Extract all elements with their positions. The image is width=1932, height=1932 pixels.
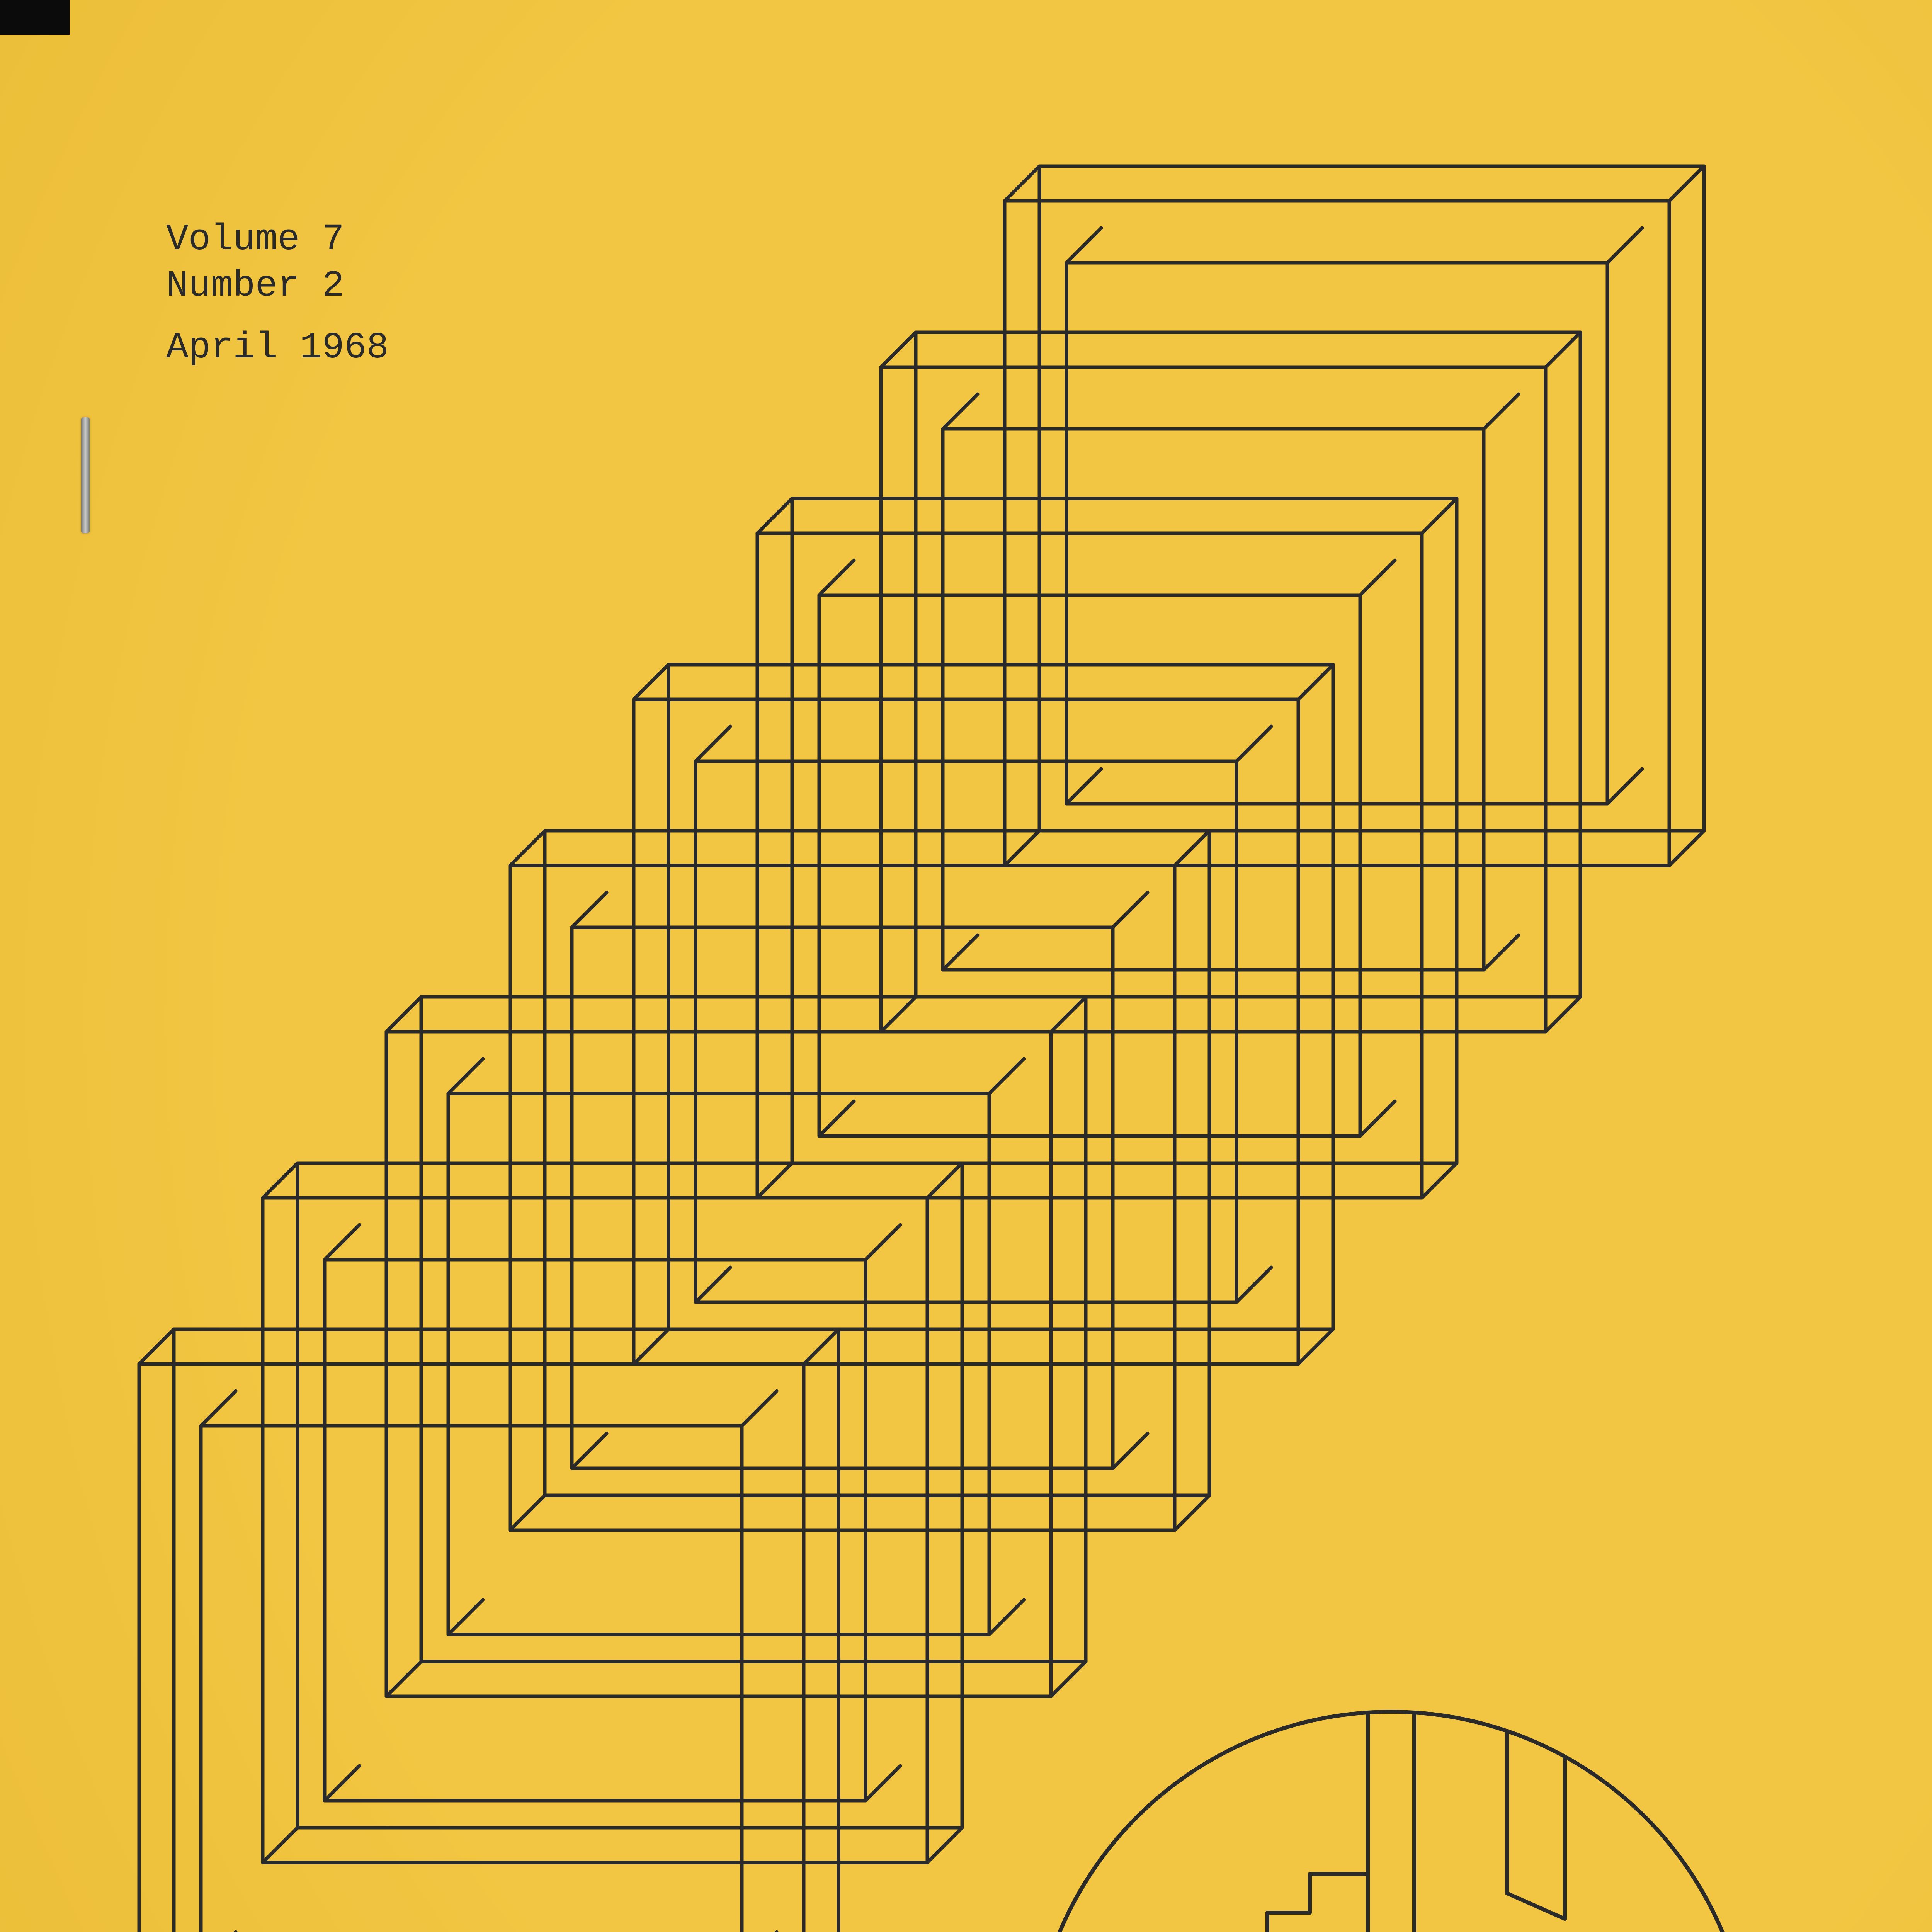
document-page: Volume 7 Number 2 April 1968 The First L… xyxy=(0,0,1932,1932)
wheel-diagram xyxy=(0,0,1932,1932)
